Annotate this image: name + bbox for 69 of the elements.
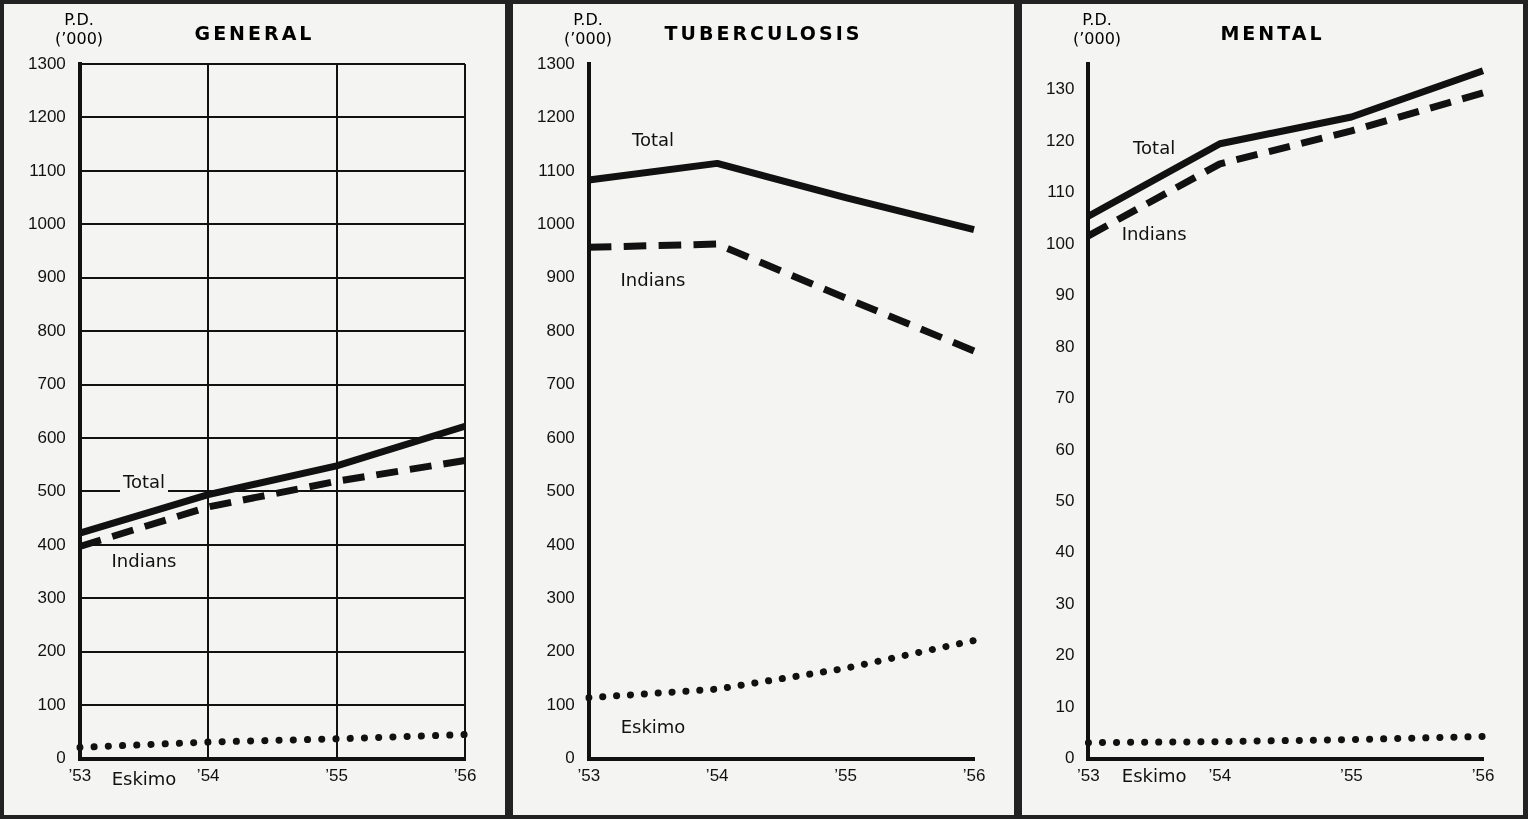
x-tick-label: ’53: [1077, 766, 1100, 786]
x-tick-label: ’54: [1208, 766, 1232, 786]
y-tick-label: 600: [37, 427, 66, 447]
y-tick-label: 30: [1055, 593, 1075, 613]
x-tick-label: ’56: [453, 766, 477, 786]
y-tick-label: 120: [1045, 130, 1075, 150]
y-tick-label: 80: [1055, 336, 1075, 356]
y-tick-label: 20: [1055, 645, 1075, 665]
y-tick-label: 10: [1055, 696, 1075, 716]
y-tick-label: 130: [1045, 79, 1075, 99]
y-tick-label: 1000: [536, 213, 575, 233]
y-tick-label: 0: [56, 748, 66, 768]
y-tick-label: 100: [1045, 233, 1075, 253]
y-tick-label: 0: [565, 748, 575, 768]
y-tick-label: 300: [37, 588, 66, 607]
y-tick-label: 100: [37, 694, 66, 714]
chart-title: MENTAL: [1220, 22, 1325, 44]
y-axis-title: P.D. (’000): [562, 10, 614, 48]
x-tick-label: ’53: [68, 766, 92, 786]
y-tick-label: 1300: [536, 53, 575, 73]
series-label: Total: [1132, 137, 1176, 159]
y-tick-label: 110: [1047, 182, 1075, 202]
series-label: Indians: [620, 268, 686, 290]
series-label: Indians: [1121, 222, 1187, 244]
y-tick-label: 50: [1055, 491, 1075, 511]
y-tick-label: 300: [546, 588, 575, 607]
x-tick-label: ’54: [705, 766, 729, 786]
series-label: Indians: [111, 549, 177, 571]
x-tick-label: ’53: [577, 766, 601, 786]
y-tick-label: 0: [1064, 748, 1075, 768]
y-tick-label: 90: [1055, 285, 1075, 305]
y-tick-label: 200: [37, 641, 66, 661]
x-tick-label: ’56: [1471, 766, 1495, 786]
y-tick-label: 1000: [27, 213, 66, 233]
y-tick-label: 700: [37, 374, 66, 394]
series-label: Eskimo: [1121, 765, 1187, 787]
y-tick-label: 200: [546, 641, 575, 661]
y-tick-label: 800: [546, 320, 575, 340]
y-tick-label: 1200: [27, 107, 66, 127]
y-axis-title: P.D. (’000): [1071, 10, 1123, 48]
y-tick-label: 1100: [29, 160, 66, 180]
y-tick-label: 400: [546, 534, 575, 554]
y-tick-label: 600: [546, 427, 575, 447]
chart-title: TUBERCULOSIS: [664, 22, 863, 44]
y-tick-label: 60: [1055, 439, 1075, 459]
y-tick-label: 1200: [536, 107, 575, 127]
x-tick-label: ’54: [196, 766, 220, 786]
y-tick-label: 400: [37, 534, 66, 554]
x-tick-label: ’56: [962, 766, 986, 786]
y-tick-label: 700: [546, 374, 575, 394]
x-tick-label: ’55: [834, 766, 857, 786]
series-label: Eskimo: [620, 716, 686, 738]
y-tick-label: 900: [546, 267, 575, 287]
y-tick-label: 40: [1055, 542, 1075, 562]
y-tick-label: 100: [546, 694, 575, 714]
y-axis-title: P.D. (’000): [53, 10, 105, 48]
x-tick-label: ’55: [325, 766, 348, 786]
y-tick-label: 900: [37, 267, 66, 287]
chart-title: GENERAL: [194, 22, 315, 44]
y-tick-label: 1300: [27, 53, 66, 73]
series-label: Total: [121, 470, 166, 492]
x-tick-label: ’55: [1340, 766, 1363, 786]
y-tick-label: 800: [37, 320, 66, 340]
y-tick-label: 500: [37, 481, 66, 501]
y-tick-label: 500: [546, 481, 575, 501]
series-label: Eskimo: [111, 767, 177, 789]
y-tick-label: 1100: [538, 160, 575, 180]
y-tick-label: 70: [1055, 388, 1075, 408]
series-label: Total: [630, 128, 675, 150]
